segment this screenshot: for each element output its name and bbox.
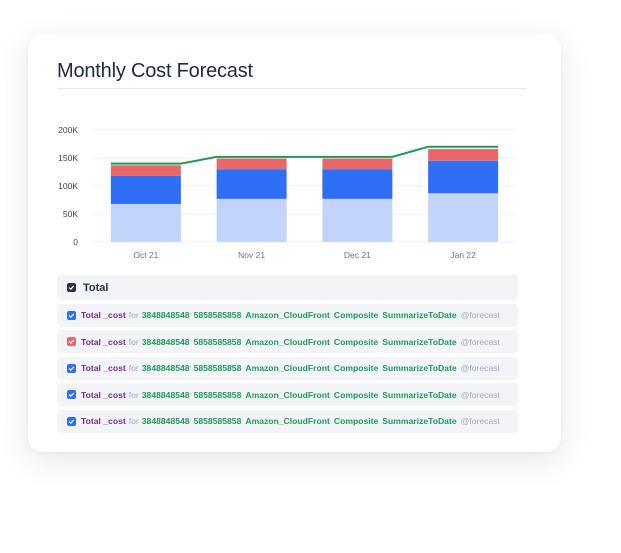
y-tick-label: 150K (58, 153, 78, 163)
bar-segment (428, 193, 499, 242)
legend-row[interactable]: Total _cost for 3848848548 5858585858 Amazon… (57, 303, 518, 327)
forecast-tag: @forecast (460, 336, 500, 347)
legend-row[interactable]: Total _cost for 3848848548 5858585858 Amazon… (57, 383, 518, 406)
bar-segment (322, 158, 393, 170)
y-tick-label: 200K (58, 125, 78, 135)
filter-tag: SummarizeToDate (382, 389, 457, 400)
card-title: Monthly Cost Forecast (57, 60, 253, 82)
x-tick-label: Nov 21 (238, 250, 265, 260)
for-keyword: for (128, 336, 139, 347)
bar-segment (216, 169, 287, 199)
metric-name: Total _cost (81, 363, 126, 373)
filter-tag: 3848848548 (141, 310, 190, 320)
bar-segment (110, 165, 181, 176)
legend-total-label: Total (83, 281, 109, 294)
for-keyword: for (128, 363, 139, 373)
y-tick-label: 100K (58, 181, 78, 191)
filter-tag: Composite (333, 363, 379, 373)
legend-total-row[interactable]: Total (57, 275, 518, 300)
title-divider (57, 88, 527, 89)
bar-segment (322, 169, 393, 199)
for-keyword: for (128, 416, 139, 426)
series-checkbox[interactable] (67, 416, 76, 426)
filter-tag: 3848848548 (141, 416, 190, 426)
legend-row[interactable]: Total _cost for 3848848548 5858585858 Amazon… (57, 409, 518, 433)
series-checkbox[interactable] (67, 337, 76, 346)
cost-forecast-chart: 0 50K 100K 150K 200K Oct 21 Nov 21 Dec 21 Jan 22 (58, 125, 516, 260)
filter-tag: 5858585858 (193, 389, 242, 400)
bar-segment (216, 198, 287, 242)
filter-tag: 5858585858 (193, 416, 242, 426)
metric-name: Total _cost (81, 389, 126, 400)
forecast-tag: @forecast (460, 389, 500, 400)
filter-tag: Amazon_CloudFront (245, 336, 330, 347)
filter-tag: 3848848548 (141, 336, 190, 347)
filter-tag: SummarizeToDate (382, 363, 457, 373)
forecast-tag: @forecast (460, 363, 500, 373)
y-tick-label: 50K (63, 209, 78, 219)
bar-segment (110, 175, 181, 204)
filter-tag: Amazon_CloudFront (245, 416, 330, 426)
metric-name: Total _cost (81, 416, 126, 426)
x-tick-label: Dec 21 (344, 250, 371, 260)
filter-tag: 3848848548 (141, 389, 190, 400)
legend-row[interactable]: Total _cost for 3848848548 5858585858 Amazon… (57, 356, 518, 380)
legend-rows: Total _cost for 3848848548 5858585858 Amazon… (57, 303, 518, 433)
filter-tag: Composite (333, 310, 379, 320)
filter-tag: SummarizeToDate (382, 336, 457, 347)
y-tick-label: 0 (73, 237, 78, 247)
filter-tag: 5858585858 (193, 310, 242, 320)
legend-row[interactable]: Total _cost for 3848848548 5858585858 Amazon… (57, 330, 518, 353)
filter-tag: Composite (333, 416, 379, 426)
filter-tag: Amazon_CloudFront (245, 310, 330, 320)
bar-segment (428, 160, 499, 194)
metric-name: Total _cost (81, 310, 126, 320)
forecast-card: Monthly Cost Forecast 0 50K 100K 150K 200K Oc… (28, 34, 561, 452)
forecast-tag: @forecast (460, 310, 500, 320)
total-checkbox[interactable] (67, 283, 76, 292)
filter-tag: Composite (333, 336, 379, 347)
x-tick-label: Jan 22 (450, 250, 476, 260)
series-checkbox[interactable] (67, 310, 76, 320)
series-checkbox[interactable] (67, 390, 76, 399)
filter-tag: Amazon_CloudFront (245, 363, 330, 373)
for-keyword: for (128, 389, 139, 400)
series-checkbox[interactable] (67, 363, 76, 373)
forecast-line (110, 145, 499, 165)
series-legend: Total Total _cost for 3848848548 5858585858… (57, 275, 518, 433)
filter-tag: Composite (333, 389, 379, 400)
bar-segment (110, 203, 181, 242)
forecast-tag: @forecast (460, 416, 500, 426)
filter-tag: 5858585858 (193, 336, 242, 347)
filter-tag: SummarizeToDate (382, 310, 457, 320)
filter-tag: 3848848548 (141, 363, 190, 373)
metric-name: Total _cost (81, 336, 126, 347)
bar-segment (322, 198, 393, 242)
bar-segment (428, 149, 499, 161)
filter-tag: Amazon_CloudFront (245, 389, 330, 400)
filter-tag: 5858585858 (193, 363, 242, 373)
bar-segment (216, 158, 287, 170)
for-keyword: for (128, 310, 139, 320)
x-tick-label: Oct 21 (133, 250, 158, 260)
filter-tag: SummarizeToDate (382, 416, 457, 426)
